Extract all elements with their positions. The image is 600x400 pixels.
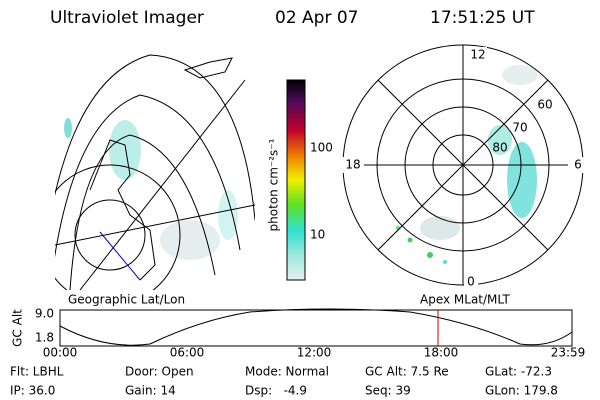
mlt-label: 12 <box>470 48 485 62</box>
mlt-label: 18 <box>345 158 360 172</box>
x-tick-label: 18:00 <box>424 346 459 360</box>
status-field: GLon: 179.8 <box>485 384 558 398</box>
colorbar-tick: 10 <box>310 228 325 242</box>
status-field: Door: Open <box>125 365 194 379</box>
title: Ultraviolet Imager <box>50 8 204 28</box>
polar-plot <box>342 44 586 289</box>
status-field: Gain: 14 <box>125 384 176 398</box>
time: 17:51:25 UT <box>430 8 535 28</box>
status-field: Seq: 39 <box>365 384 411 398</box>
x-tick-label: 23:59 <box>551 346 586 360</box>
colorbar-label: photon cm⁻²s⁻¹ <box>267 138 281 231</box>
status-field: Flt: LBHL <box>10 365 64 379</box>
orbit-left-title: Geographic Lat/Lon <box>68 293 185 307</box>
x-tick-label: 06:00 <box>170 346 205 360</box>
colorbar <box>286 79 306 281</box>
y-label: GC Alt <box>11 309 25 347</box>
orbit-frame <box>59 309 573 347</box>
status-field: Mode: Normal <box>245 365 329 379</box>
mlat-label: 60 <box>537 98 552 112</box>
mlt-label: 6 <box>574 158 582 172</box>
mlat-label: 80 <box>492 141 507 155</box>
mlat-label: 70 <box>512 121 527 135</box>
mlt-label: 0 <box>467 275 475 289</box>
y-tick-label: 9.0 <box>35 307 54 321</box>
altitude-curve <box>59 308 573 346</box>
status-field: GC Alt: 7.5 Re <box>365 365 449 379</box>
x-tick-label: 00:00 <box>43 346 78 360</box>
status-field: GLat: -72.3 <box>485 365 552 379</box>
status-field: Dsp: -4.9 <box>245 384 307 398</box>
date: 02 Apr 07 <box>275 8 358 28</box>
geographic-map <box>55 54 255 290</box>
y-tick-label: 1.8 <box>35 331 54 345</box>
status-panel: Flt: LBHL Door: Open Mode: Normal GC Alt: 7… <box>10 365 558 398</box>
status-field: IP: 36.0 <box>10 384 55 398</box>
x-tick-label: 12:00 <box>297 346 332 360</box>
colorbar-tick: 100 <box>310 141 333 155</box>
orbit-right-title: Apex MLat/MLT <box>420 293 510 307</box>
